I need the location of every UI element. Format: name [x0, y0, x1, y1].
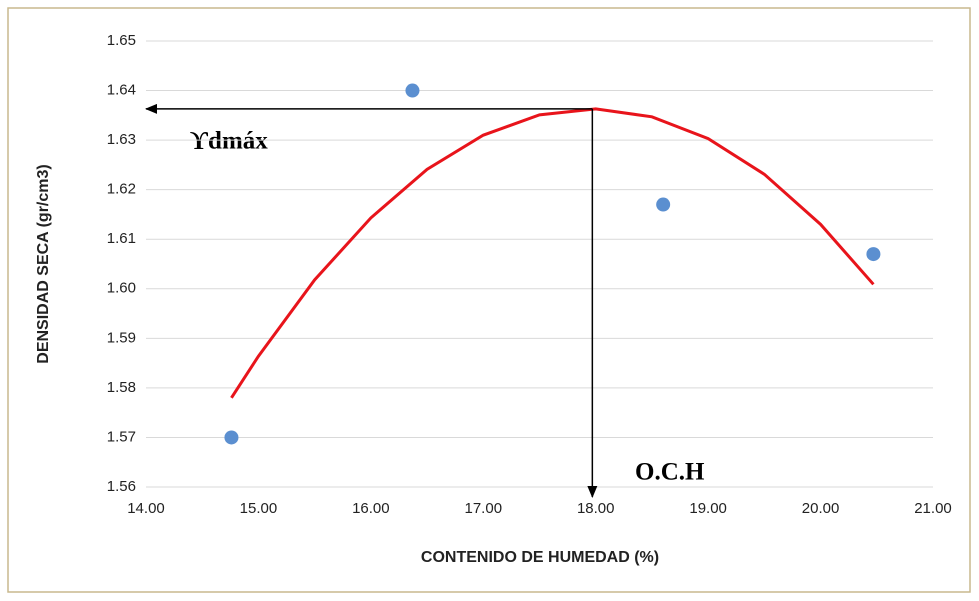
x-tick-label: 16.00	[352, 500, 390, 517]
y-tick-label: 1.64	[107, 82, 136, 99]
fit-curve	[230, 107, 875, 399]
x-tick-label: 20.00	[802, 500, 840, 517]
x-tick-label: 19.00	[689, 500, 727, 517]
y-tick-label: 1.61	[107, 230, 136, 247]
y-tick-label: 1.56	[107, 478, 136, 495]
x-tick-label: 15.00	[240, 500, 278, 517]
x-tick-label: 21.00	[914, 500, 952, 517]
annotation: O.C.H	[635, 459, 705, 486]
y-tick-label: 1.60	[107, 280, 136, 297]
y-tick-label: 1.63	[107, 131, 136, 148]
data-point	[224, 430, 239, 445]
x-tick-label: 17.00	[465, 500, 503, 517]
x-tick-label: 18.00	[577, 500, 615, 517]
y-tick-label: 1.58	[107, 379, 136, 396]
data-point	[656, 197, 671, 212]
annotation: ϒdmáx	[190, 128, 268, 155]
data-point	[866, 247, 881, 262]
x-tick-label: 14.00	[127, 500, 165, 517]
chart-frame	[7, 7, 971, 593]
x-axis-title: CONTENIDO DE HUMEDAD (%)	[421, 549, 659, 566]
data-point	[405, 83, 420, 98]
y-axis-title: DENSIDAD SECA (gr/cm3)	[35, 164, 52, 363]
y-tick-label: 1.57	[107, 428, 136, 445]
y-tick-label: 1.59	[107, 329, 136, 346]
y-tick-label: 1.62	[107, 181, 136, 198]
y-tick-label: 1.65	[107, 32, 136, 49]
